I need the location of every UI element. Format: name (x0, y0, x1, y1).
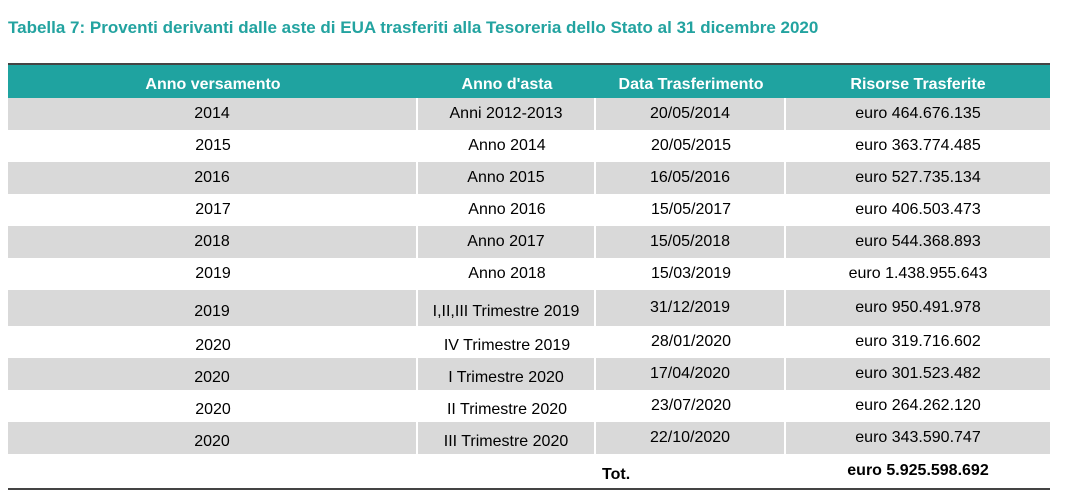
table-header-row: Anno versamento Anno d'asta Data Trasfer… (8, 65, 1050, 98)
cell-risorse-trasferite: euro 950.491.978 (855, 299, 981, 316)
table-row: 2020 I Trimestre 2020 17/04/2020 euro 30… (8, 358, 1050, 390)
cell-anno-versamento: 2018 (8, 226, 418, 258)
cell-anno-versamento: 2020 (195, 401, 231, 418)
cell-data-trasferimento: 20/05/2014 (596, 98, 786, 130)
cell-data-trasferimento: 16/05/2016 (596, 162, 786, 194)
cell-anno-asta: Anni 2012-2013 (418, 98, 596, 130)
cell-risorse-trasferite: euro 363.774.485 (855, 137, 981, 154)
cell-risorse-trasferite: euro 319.716.602 (855, 333, 981, 350)
cell-data-trasferimento: 22/10/2020 (596, 422, 786, 454)
transfers-table: Anno versamento Anno d'asta Data Trasfer… (8, 63, 1050, 490)
header-anno-asta: Anno d'asta (461, 76, 553, 93)
cell-anno-versamento: 2020 (8, 358, 418, 390)
cell-anno-asta: I Trimestre 2020 (418, 358, 596, 390)
cell-anno-asta: Anno 2016 (468, 201, 546, 218)
cell-risorse-trasferite: euro 343.590.747 (855, 429, 981, 446)
cell-anno-versamento: 2016 (8, 162, 418, 194)
cell-anno-versamento: 2015 (195, 137, 231, 154)
cell-risorse-trasferite: euro 264.262.120 (855, 397, 981, 414)
table-title: Tabella 7: Proventi derivanti dalle aste… (8, 18, 819, 37)
cell-anno-asta: Anno 2014 (468, 137, 546, 154)
table-row: 2020 III Trimestre 2020 22/10/2020 euro … (8, 422, 1050, 454)
table-row: 2019 Anno 2018 15/03/2019 euro 1.438.955… (8, 258, 1050, 290)
cell-data-trasferimento: 20/05/2015 (650, 137, 732, 154)
cell-anno-asta: Anno 2015 (418, 162, 596, 194)
header-risorse-trasferite: Risorse Trasferite (850, 76, 986, 93)
cell-data-trasferimento: 28/01/2020 (650, 333, 732, 350)
table-row: 2020 IV Trimestre 2019 28/01/2020 euro 3… (8, 326, 1050, 358)
total-value: euro 5.925.598.692 (847, 462, 989, 479)
table-row: 2014 Anni 2012-2013 20/05/2014 euro 464.… (8, 98, 1050, 130)
cell-anno-asta: III Trimestre 2020 (418, 422, 596, 454)
table-row: 2019 I,II,III Trimestre 2019 31/12/2019 … (8, 290, 1050, 326)
cell-data-trasferimento: 15/03/2019 (650, 265, 732, 282)
cell-anno-versamento: 2020 (195, 337, 231, 354)
total-spacer-2 (418, 454, 596, 488)
cell-data-trasferimento: 15/05/2018 (596, 226, 786, 258)
cell-anno-versamento: 2017 (195, 201, 231, 218)
table-row: 2017 Anno 2016 15/05/2017 euro 406.503.4… (8, 194, 1050, 226)
cell-risorse-trasferite: euro 544.368.893 (855, 233, 981, 250)
cell-data-trasferimento: 31/12/2019 (596, 290, 786, 326)
cell-anno-versamento: 2020 (8, 422, 418, 454)
cell-risorse-trasferite: euro 527.735.134 (855, 169, 981, 186)
cell-anno-asta: II Trimestre 2020 (446, 401, 568, 418)
cell-anno-asta: Anno 2017 (418, 226, 596, 258)
cell-anno-asta: IV Trimestre 2019 (443, 337, 571, 354)
header-anno-versamento: Anno versamento (145, 76, 281, 93)
table-row: 2015 Anno 2014 20/05/2015 euro 363.774.4… (8, 130, 1050, 162)
cell-risorse-trasferite: euro 1.438.955.643 (848, 265, 988, 282)
total-label: Tot. (602, 466, 631, 483)
cell-risorse-trasferite: euro 464.676.135 (855, 105, 981, 122)
table-row: 2016 Anno 2015 16/05/2016 euro 527.735.1… (8, 162, 1050, 194)
cell-anno-asta: Anno 2018 (468, 265, 546, 282)
table-row: 2018 Anno 2017 15/05/2018 euro 544.368.8… (8, 226, 1050, 258)
cell-anno-versamento: 2019 (195, 265, 231, 282)
total-spacer (8, 454, 418, 488)
table-row: 2020 II Trimestre 2020 23/07/2020 euro 2… (8, 390, 1050, 422)
cell-data-trasferimento: 17/04/2020 (596, 358, 786, 390)
cell-anno-versamento: 2019 (8, 290, 418, 326)
cell-anno-asta: I,II,III Trimestre 2019 (418, 290, 596, 326)
cell-data-trasferimento: 23/07/2020 (650, 397, 732, 414)
cell-anno-versamento: 2014 (8, 98, 418, 130)
cell-data-trasferimento: 15/05/2017 (650, 201, 732, 218)
table-bottom-rule (8, 488, 1050, 490)
table-top-rule (8, 63, 1050, 65)
header-data-trasferimento: Data Trasferimento (618, 76, 764, 93)
cell-risorse-trasferite: euro 301.523.482 (855, 365, 981, 382)
cell-risorse-trasferite: euro 406.503.473 (855, 201, 981, 218)
total-row: Tot. euro 5.925.598.692 (8, 454, 1050, 488)
